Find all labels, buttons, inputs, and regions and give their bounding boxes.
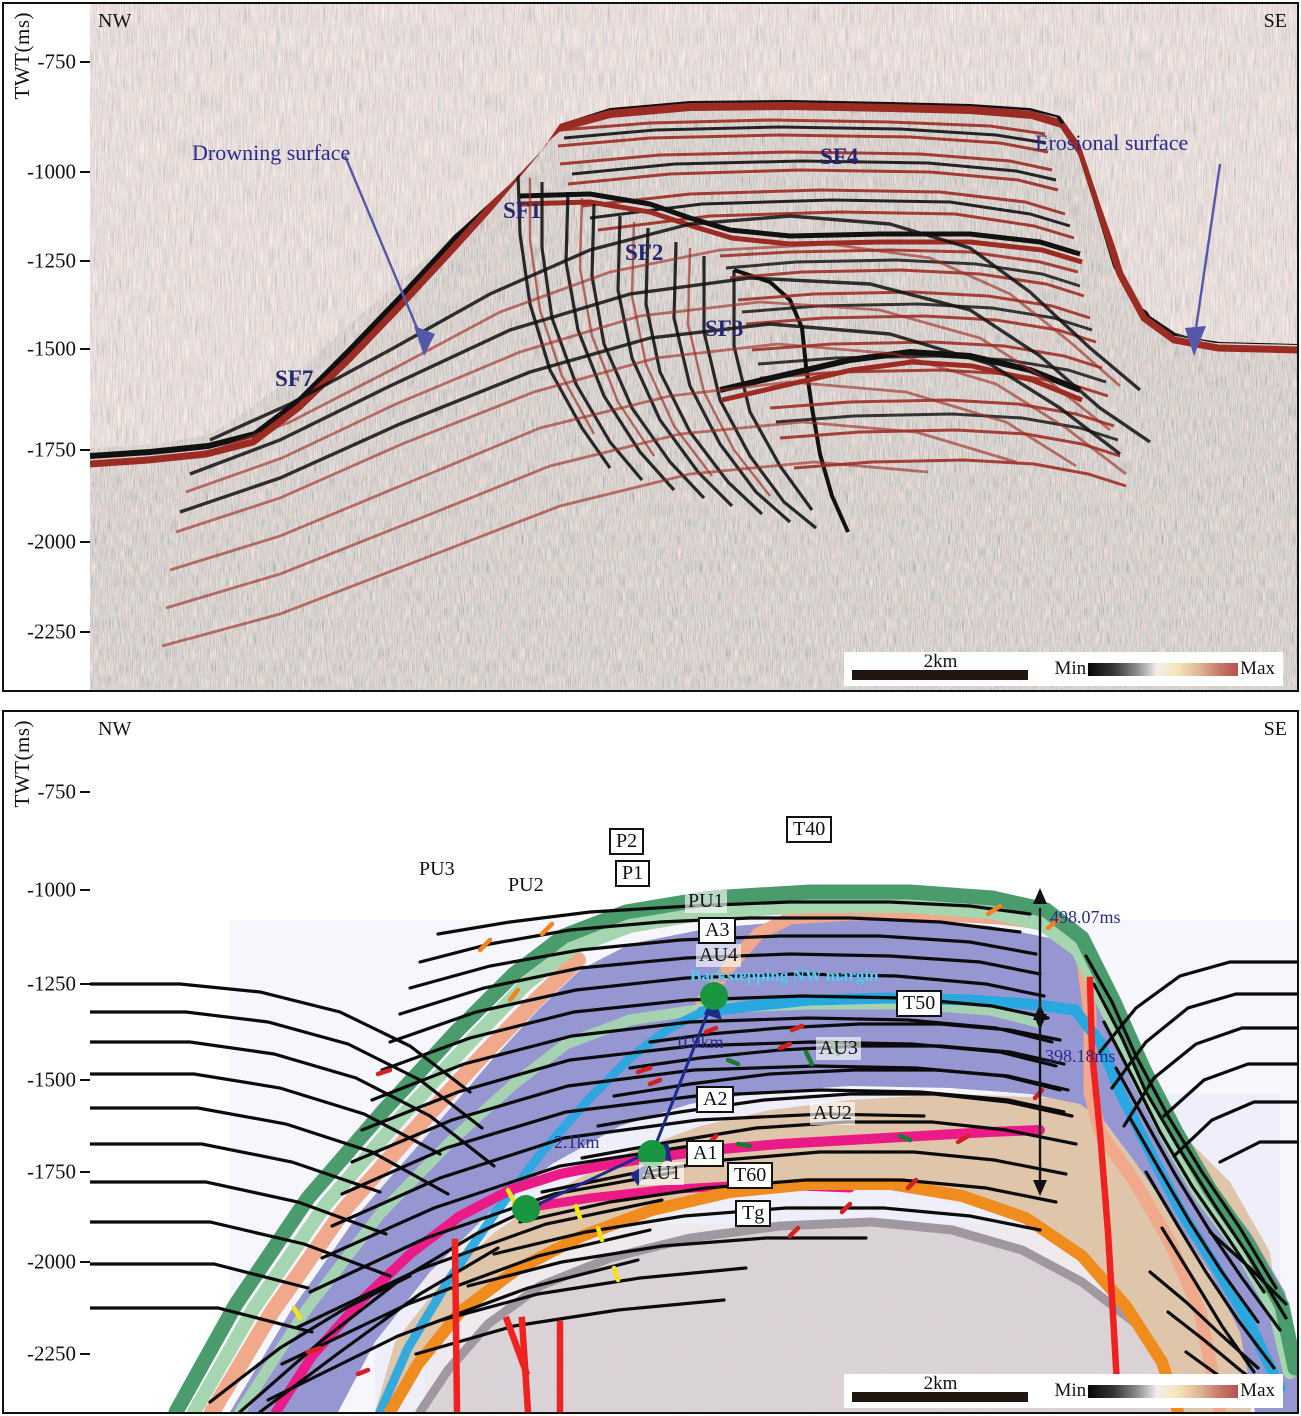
y-tick-mark xyxy=(80,1353,90,1355)
corner-label-se: SE xyxy=(1263,10,1287,32)
y-tick-label: -1750 xyxy=(27,1159,76,1184)
corner-label-nw: NW xyxy=(98,10,132,32)
note-backstepping-nw-margin: Backstepping NW margin xyxy=(690,966,879,985)
scale-bar-rule xyxy=(852,670,1029,680)
y-tick-mark xyxy=(80,541,90,543)
measurement-backstep-2-1km: 2.1km xyxy=(554,1132,600,1152)
y-tick-mark xyxy=(80,889,90,891)
corner-label-se: SE xyxy=(1263,718,1287,740)
surface-label-p1: P1 xyxy=(615,860,651,887)
y-tick-label: -750 xyxy=(37,779,77,804)
annotation-erosional-surface: Erosional surface xyxy=(1035,130,1189,155)
horizon-label-t40: T40 xyxy=(786,816,833,843)
y-tick-mark xyxy=(80,449,90,451)
colorbar-max-label: Max xyxy=(1240,658,1275,679)
surface-label-a3: A3 xyxy=(698,917,737,944)
y-tick-label: -2250 xyxy=(27,1341,76,1366)
unit-label-au2: AU2 xyxy=(810,1102,855,1125)
amplitude-colorbar: Min Max xyxy=(1054,658,1275,680)
measurement-thickness-upper: 498.07ms xyxy=(1050,907,1121,927)
y-tick-label: -2000 xyxy=(27,529,76,554)
y-tick-label: -1000 xyxy=(27,877,76,902)
y-tick-mark xyxy=(80,1171,90,1173)
y-tick-mark xyxy=(80,61,90,63)
drowning-surface-arrow xyxy=(343,155,435,356)
y-tick-label: -1250 xyxy=(27,971,76,996)
corner-label-nw: NW xyxy=(98,718,132,740)
scale-bar-label: 2km xyxy=(923,651,958,672)
facies-label-sf3: SF3 xyxy=(705,316,744,341)
measurement-thickness-lower: 398.18ms xyxy=(1045,1046,1116,1066)
panel-interpreted-seismic: TWT(ms) -750 -1000 -1250 -1500 -1750 -20… xyxy=(2,710,1299,1414)
scale-bar: 2km xyxy=(852,651,1029,684)
y-axis-title: TWT(ms) xyxy=(10,12,34,100)
y-tick-mark xyxy=(80,791,90,793)
facies-label-sf7: SF7 xyxy=(275,366,314,391)
y-tick-mark xyxy=(80,171,90,173)
scalebar-colorbar-bottom: 2km Min Max xyxy=(844,1373,1283,1408)
y-tick-label: -750 xyxy=(37,49,77,74)
measurement-backstep-0-9km: 0.9km xyxy=(678,1032,724,1052)
facies-label-sf4: SF4 xyxy=(820,144,859,169)
interpretation-drawing xyxy=(90,712,1297,1412)
colorbar-max-label: Max xyxy=(1240,1380,1275,1401)
unit-label-pu3: PU3 xyxy=(416,858,458,881)
unit-label-pu2: PU2 xyxy=(505,874,547,897)
erosional-surface-arrow xyxy=(1185,163,1222,356)
scale-bar-rule xyxy=(852,1392,1029,1402)
y-tick-label: -1500 xyxy=(27,336,76,361)
y-tick-label: -1750 xyxy=(27,437,76,462)
scalebar-colorbar-top: 2km Min Max xyxy=(844,651,1283,686)
backstepping-markers xyxy=(512,982,728,1223)
seismic-section-uninterpreted: NW SE Drowning surface Erosional surface… xyxy=(90,4,1297,690)
unit-label-au4: AU4 xyxy=(696,944,741,967)
scale-bar: 2km xyxy=(852,1373,1029,1406)
colorbar-min-label: Min xyxy=(1054,1380,1087,1401)
fault-lines xyxy=(451,976,1122,1412)
surface-label-a1: A1 xyxy=(686,1140,725,1167)
colorbar-ramp xyxy=(1088,662,1239,676)
y-tick-label: -2250 xyxy=(27,619,76,644)
horizon-label-t60: T60 xyxy=(727,1162,774,1189)
y-tick-mark xyxy=(80,260,90,262)
unit-label-au3: AU3 xyxy=(816,1037,861,1060)
y-axis-top: TWT(ms) -750 -1000 -1250 -1500 -1750 -20… xyxy=(4,4,90,690)
facies-label-sf2: SF2 xyxy=(625,240,664,265)
dip-ticks xyxy=(291,903,1061,1377)
seismic-section-interpreted: NW SE T40 T50 T60 Tg P1 P2 A1 A2 A3 PU3 … xyxy=(90,712,1297,1412)
surface-label-a2: A2 xyxy=(696,1086,735,1113)
panel-uninterpreted-seismic: TWT(ms) -750 -1000 -1250 -1500 -1750 -20… xyxy=(2,2,1299,692)
seismic-image-top xyxy=(90,4,1297,690)
facies-label-sf1: SF1 xyxy=(503,198,542,223)
y-tick-mark xyxy=(80,348,90,350)
unit-label-pu1: PU1 xyxy=(685,890,727,913)
scale-bar-label: 2km xyxy=(923,1373,958,1394)
y-tick-mark xyxy=(80,983,90,985)
y-tick-label: -1500 xyxy=(27,1067,76,1092)
horizon-label-tg: Tg xyxy=(735,1200,772,1227)
y-tick-label: -2000 xyxy=(27,1249,76,1274)
y-axis-title: TWT(ms) xyxy=(10,720,34,808)
y-tick-mark xyxy=(80,1079,90,1081)
y-tick-label: -1000 xyxy=(27,159,76,184)
annotation-drowning-surface: Drowning surface xyxy=(192,140,351,165)
y-tick-label: -1250 xyxy=(27,248,76,273)
y-tick-mark xyxy=(80,1261,90,1263)
unit-label-au1: AU1 xyxy=(639,1162,684,1185)
colorbar-ramp xyxy=(1088,1384,1239,1398)
colorbar-min-label: Min xyxy=(1054,658,1087,679)
y-axis-bottom: TWT(ms) -750 -1000 -1250 -1500 -1750 -20… xyxy=(4,712,90,1412)
amplitude-colorbar: Min Max xyxy=(1054,1380,1275,1402)
y-tick-mark xyxy=(80,631,90,633)
surface-label-p2: P2 xyxy=(609,828,645,855)
horizon-label-t50: T50 xyxy=(896,990,943,1017)
